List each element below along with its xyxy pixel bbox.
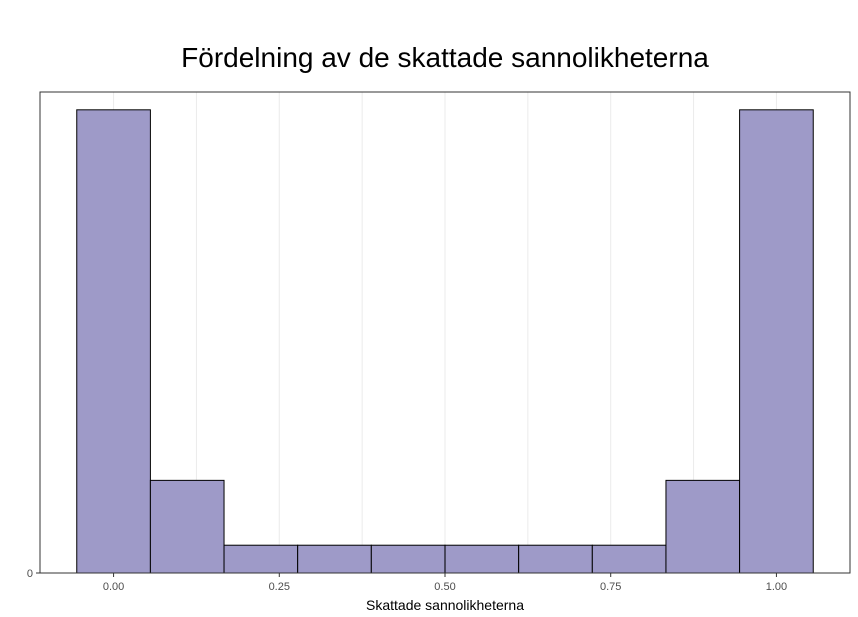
histogram-bar — [591, 544, 667, 574]
chart-title: Fördelning av de skattade sannolikhetern… — [181, 42, 709, 73]
histogram-bar — [297, 544, 372, 574]
histogram-bar — [739, 109, 814, 574]
x-tick-label: 0.00 — [103, 581, 124, 593]
histogram-bar — [518, 544, 593, 574]
x-tick-label: 0.50 — [434, 581, 455, 593]
histogram-bar — [665, 479, 741, 574]
histogram-bars — [76, 109, 814, 574]
histogram-bar — [444, 544, 520, 574]
y-tick-label: 0 — [27, 568, 33, 580]
histogram-bar — [149, 479, 225, 574]
x-axis-label: Skattade sannolikheterna — [366, 597, 524, 613]
y-axis-ticks: 0 — [27, 568, 40, 580]
x-tick-label: 0.75 — [600, 581, 621, 593]
x-axis-ticks: 0.00 0.25 0.50 0.75 1.00 — [103, 573, 787, 593]
x-tick-label: 1.00 — [766, 581, 787, 593]
histogram-bar — [370, 544, 446, 574]
histogram-bar — [76, 109, 151, 574]
histogram-bar — [223, 544, 299, 574]
x-tick-label: 0.25 — [269, 581, 290, 593]
